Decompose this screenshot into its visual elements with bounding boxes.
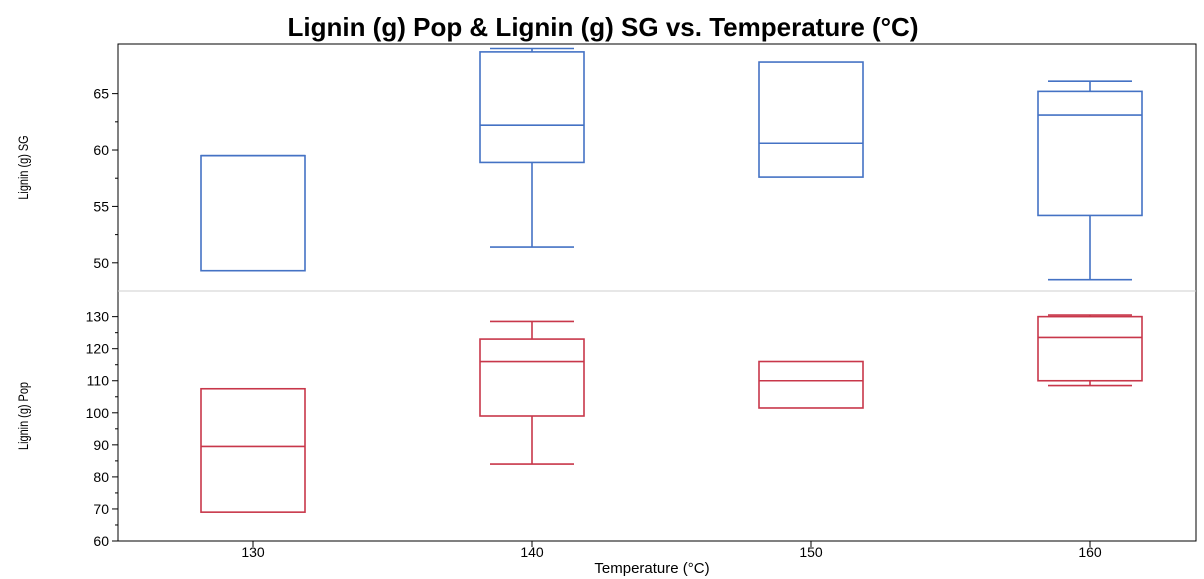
box-pop-140 <box>479 320 585 465</box>
box-sg-140 <box>479 47 585 248</box>
y-tick-label: 50 <box>93 255 109 271</box>
box-pop-130 <box>200 387 306 513</box>
box-body <box>200 154 306 272</box>
box-body <box>1037 315 1143 382</box>
panels-group: 50 55 60 65 Lignin (g) SG 60 70 80 90 100 110 120 13… <box>16 43 1197 560</box>
box-sg-130 <box>200 154 306 272</box>
x-tick-label: 140 <box>520 544 544 560</box>
y-axis-label: Lignin (g) SG <box>16 135 32 199</box>
box-body <box>479 338 585 417</box>
box-body <box>1037 90 1143 217</box>
y-tick-label: 130 <box>86 309 110 325</box>
plot-frame <box>117 43 1197 542</box>
y-tick-label: 60 <box>93 142 109 158</box>
box-body <box>200 387 306 513</box>
y-tick-label: 55 <box>93 198 109 214</box>
box-sg-160 <box>1037 80 1143 281</box>
y-tick-label: 70 <box>93 501 109 517</box>
y-tick-label: 100 <box>86 405 110 421</box>
box-body <box>758 360 864 409</box>
x-tick-label: 150 <box>799 544 823 560</box>
chart-title: Lignin (g) Pop & Lignin (g) SG vs. Tempe… <box>287 12 918 42</box>
x-axis-label: Temperature (°C) <box>594 560 709 577</box>
box-pop-160 <box>1037 314 1143 387</box>
y-tick-label: 60 <box>93 533 109 549</box>
y-tick-label: 90 <box>93 437 109 453</box>
y-tick-label: 65 <box>93 86 109 102</box>
box-pop-150 <box>758 360 864 409</box>
box-body <box>479 51 585 164</box>
y-axis-label: Lignin (g) Pop <box>16 382 32 450</box>
box-sg-150 <box>758 61 864 178</box>
y-tick-label: 110 <box>87 373 110 389</box>
y-tick-label: 80 <box>93 469 109 485</box>
x-tick-label: 160 <box>1078 544 1102 560</box>
y-tick-label: 120 <box>86 341 110 357</box>
x-tick-label: 130 <box>241 544 265 560</box>
box-body <box>758 61 864 178</box>
